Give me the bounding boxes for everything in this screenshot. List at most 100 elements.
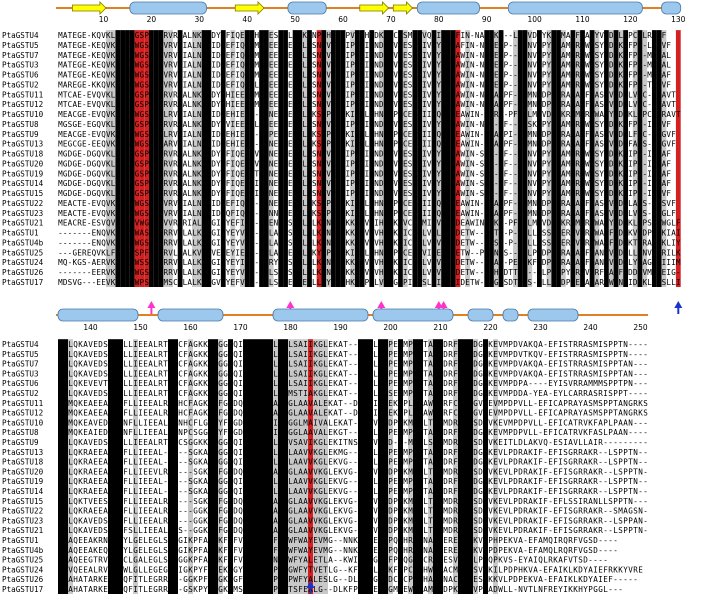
residue: P — [633, 150, 638, 159]
residue: E — [274, 51, 279, 60]
residue: R — [657, 130, 662, 139]
residue: A — [88, 418, 93, 427]
residue: K — [393, 409, 398, 418]
residue: T — [113, 389, 118, 398]
residue: - — [518, 90, 523, 99]
residue: E — [92, 209, 97, 218]
sequence-name: PtaGSTU1 — [2, 229, 39, 238]
residue: M — [403, 428, 408, 437]
residue: R — [561, 199, 566, 208]
residue: G — [278, 360, 283, 369]
residue: I — [183, 130, 188, 139]
residue: E — [240, 140, 245, 149]
residue: A — [642, 258, 647, 267]
residue: E — [83, 409, 88, 418]
residue: E — [451, 51, 456, 60]
residue: I — [417, 31, 422, 40]
residue: V — [108, 369, 113, 378]
residue: I — [231, 31, 236, 40]
residue: - — [68, 238, 73, 247]
residue: E — [82, 31, 87, 40]
identical-column — [177, 30, 183, 288]
residue: I — [558, 360, 563, 369]
residue: Y — [218, 418, 223, 427]
residue: A — [484, 61, 489, 70]
residue: E — [328, 379, 333, 388]
residue: E — [96, 51, 101, 60]
residue: K — [312, 140, 317, 149]
residue: G — [202, 150, 207, 159]
residue: Q — [233, 389, 238, 398]
residue: V — [326, 51, 331, 60]
residue: S — [638, 80, 643, 89]
residue: R — [580, 248, 585, 257]
residue: K — [333, 438, 338, 447]
residue: P — [413, 438, 418, 447]
residue: E — [441, 229, 446, 238]
residue: E — [293, 219, 298, 228]
residue: K — [398, 448, 403, 457]
residue: V — [88, 379, 93, 388]
residue: A — [433, 438, 438, 447]
residue: A — [456, 169, 461, 178]
residue: S — [563, 379, 568, 388]
residue: L — [323, 360, 328, 369]
residue: S — [312, 71, 317, 80]
residue: I — [614, 238, 619, 247]
residue: I — [183, 80, 188, 89]
residue: P — [566, 278, 571, 287]
residue: E — [77, 159, 82, 168]
residue: S — [140, 100, 145, 109]
residue: E — [148, 418, 153, 427]
residue: D — [211, 150, 216, 159]
residue: D — [446, 61, 451, 70]
residue: S — [480, 169, 485, 178]
residue: N — [532, 90, 537, 99]
residue: E — [240, 159, 245, 168]
residue: I — [383, 438, 388, 447]
residue: - — [504, 110, 509, 119]
residue: S — [144, 130, 149, 139]
residue: M — [593, 369, 598, 378]
residue: S — [417, 229, 422, 238]
residue: N — [322, 140, 327, 149]
residue: - — [652, 219, 657, 228]
residue: L — [547, 278, 552, 287]
residue: R — [101, 258, 106, 267]
residue: L — [111, 120, 116, 129]
residue: W — [140, 219, 145, 228]
residue: - — [475, 169, 480, 178]
residue: I — [183, 51, 188, 60]
residue: G — [77, 140, 82, 149]
residue: E — [96, 278, 101, 287]
residue: F — [633, 130, 638, 139]
residue: H — [341, 229, 346, 238]
residue: R — [571, 31, 576, 40]
residue: A — [571, 169, 576, 178]
residue: F — [609, 238, 614, 247]
residue: P — [547, 100, 552, 109]
residue: R — [662, 248, 667, 257]
residue: M — [58, 258, 63, 267]
residue: - — [647, 130, 652, 139]
residue: L — [518, 41, 523, 50]
residue: Y — [558, 389, 563, 398]
residue: D — [379, 159, 384, 168]
residue: Y — [216, 179, 221, 188]
residue: A — [333, 409, 338, 418]
residue: K — [389, 209, 394, 218]
residue: M — [561, 31, 566, 40]
residue: E — [245, 140, 250, 149]
residue: L — [418, 350, 423, 359]
strand-3 — [234, 1, 265, 15]
residue: P — [638, 209, 643, 218]
residue: G — [125, 41, 130, 50]
sequence-name: PtaGSTU9 — [2, 130, 39, 139]
residue: D — [623, 110, 628, 119]
residue: E — [408, 209, 413, 218]
residue: Q — [233, 369, 238, 378]
residue: H — [369, 41, 374, 50]
residue: L — [647, 278, 652, 287]
residue: W — [465, 209, 470, 218]
residue: H — [231, 140, 236, 149]
